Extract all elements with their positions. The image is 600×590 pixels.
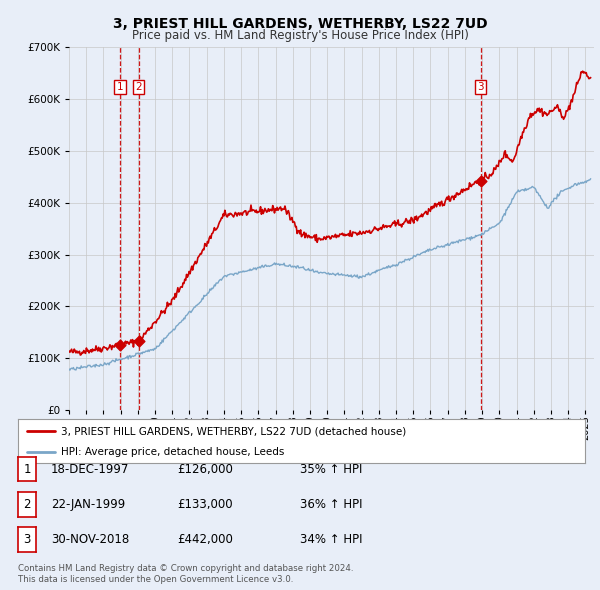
- Point: [115, 340, 125, 349]
- Text: 2: 2: [23, 498, 31, 511]
- Text: £442,000: £442,000: [177, 533, 233, 546]
- Text: £133,000: £133,000: [177, 498, 233, 511]
- Text: 1: 1: [116, 82, 123, 92]
- Text: 18-DEC-1997: 18-DEC-1997: [51, 463, 130, 476]
- Text: 2: 2: [136, 82, 142, 92]
- Text: 3: 3: [477, 82, 484, 92]
- Text: 30-NOV-2018: 30-NOV-2018: [51, 533, 129, 546]
- Text: 34% ↑ HPI: 34% ↑ HPI: [300, 533, 362, 546]
- Text: 3, PRIEST HILL GARDENS, WETHERBY, LS22 7UD: 3, PRIEST HILL GARDENS, WETHERBY, LS22 7…: [113, 17, 487, 31]
- Text: Contains HM Land Registry data © Crown copyright and database right 2024.: Contains HM Land Registry data © Crown c…: [18, 565, 353, 573]
- Text: This data is licensed under the Open Government Licence v3.0.: This data is licensed under the Open Gov…: [18, 575, 293, 584]
- Point: [134, 336, 143, 346]
- Text: 3, PRIEST HILL GARDENS, WETHERBY, LS22 7UD (detached house): 3, PRIEST HILL GARDENS, WETHERBY, LS22 7…: [61, 427, 406, 436]
- Text: 1: 1: [23, 463, 31, 476]
- Point: [476, 176, 485, 186]
- Text: 35% ↑ HPI: 35% ↑ HPI: [300, 463, 362, 476]
- Text: HPI: Average price, detached house, Leeds: HPI: Average price, detached house, Leed…: [61, 447, 284, 457]
- Text: 3: 3: [23, 533, 31, 546]
- Text: 22-JAN-1999: 22-JAN-1999: [51, 498, 125, 511]
- Text: Price paid vs. HM Land Registry's House Price Index (HPI): Price paid vs. HM Land Registry's House …: [131, 30, 469, 42]
- Text: £126,000: £126,000: [177, 463, 233, 476]
- Text: 36% ↑ HPI: 36% ↑ HPI: [300, 498, 362, 511]
